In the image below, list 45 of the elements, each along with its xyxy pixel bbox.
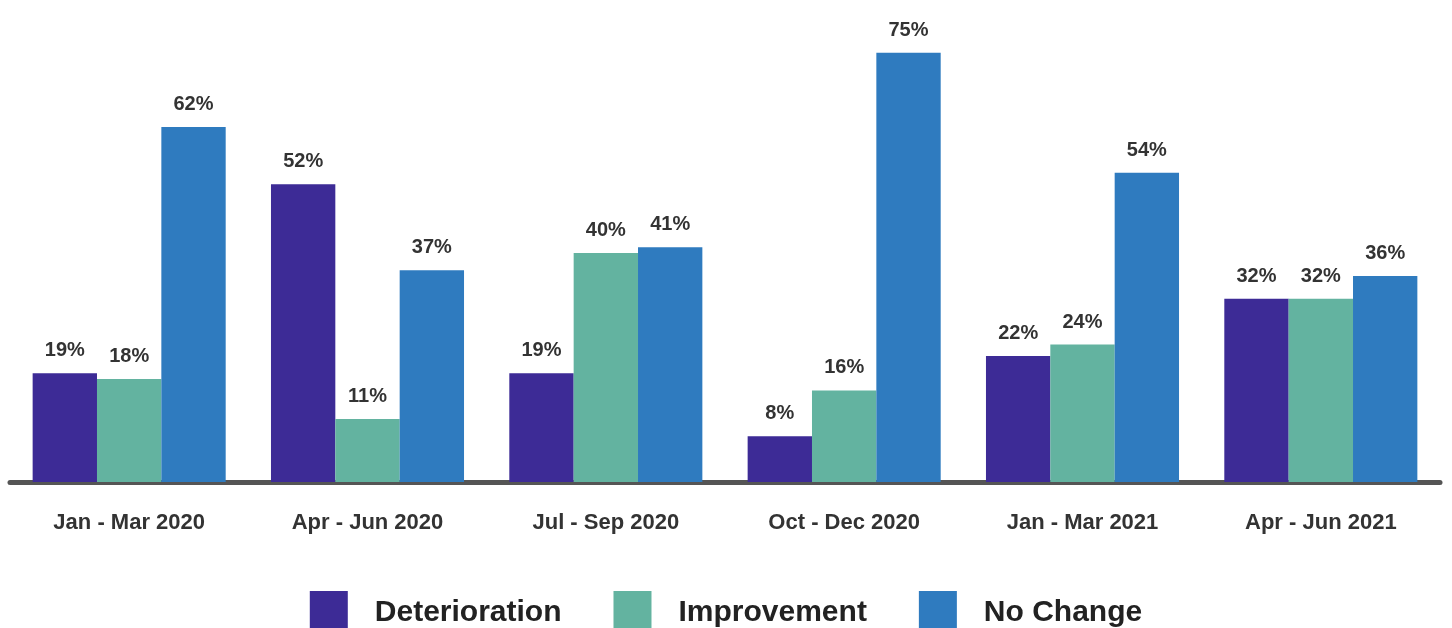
data-label: 11%	[348, 384, 388, 407]
data-label: 41%	[650, 212, 691, 235]
x-tick-label: Jan - Mar 2021	[1006, 508, 1159, 534]
data-label: 40%	[585, 218, 627, 240]
bar	[509, 373, 574, 482]
bar	[638, 247, 703, 482]
x-tick-label: Jan - Mar 2020	[53, 508, 205, 534]
data-label: 62%	[173, 92, 214, 115]
bar	[573, 253, 639, 482]
bar	[747, 436, 812, 482]
bar	[1224, 298, 1289, 482]
x-tick-label: Apr - Jun 2020	[291, 508, 444, 534]
data-label: 37%	[411, 235, 453, 258]
legend-label: Deterioration	[374, 593, 562, 627]
data-label: 36%	[1365, 240, 1406, 263]
bar	[1353, 275, 1418, 482]
bar	[876, 52, 941, 482]
data-label: 8%	[765, 401, 795, 424]
data-label: 19%	[44, 338, 86, 361]
bar	[161, 127, 226, 482]
x-tick-label: Oct - Dec 2020	[768, 508, 920, 534]
bar	[32, 373, 97, 482]
data-label: 19%	[521, 338, 562, 361]
data-label: 54%	[1126, 137, 1168, 160]
data-label: 16%	[824, 355, 865, 378]
bar	[96, 378, 162, 482]
bar	[1288, 298, 1354, 482]
bar	[811, 390, 877, 482]
data-label: 18%	[109, 343, 150, 366]
bar	[1050, 344, 1115, 482]
bar	[270, 184, 336, 482]
data-label: 32%	[1300, 263, 1342, 286]
x-tick-label: Apr - Jun 2021	[1245, 508, 1397, 534]
data-label: 52%	[283, 149, 324, 172]
legend-label: No Change	[983, 593, 1143, 627]
bar	[335, 419, 400, 482]
data-label: 75%	[888, 17, 929, 40]
bar	[985, 356, 1051, 482]
x-tick-label: Jul - Sep 2020	[532, 508, 680, 534]
legend-label: Improvement	[678, 593, 867, 627]
bar	[399, 270, 465, 482]
data-label: 24%	[1062, 309, 1103, 332]
bar	[1114, 172, 1180, 482]
data-label: 22%	[998, 321, 1039, 344]
data-label: 32%	[1236, 263, 1277, 286]
